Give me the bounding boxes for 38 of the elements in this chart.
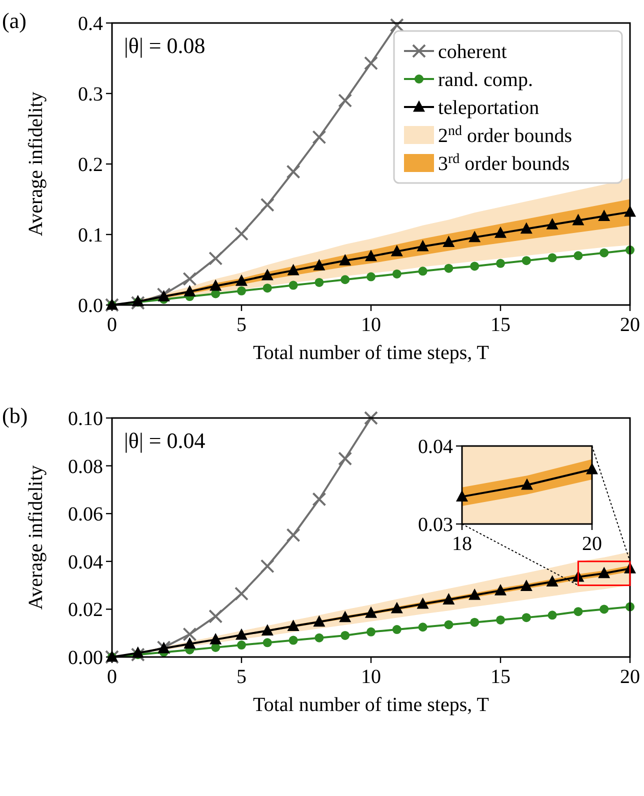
y-tick-label: 0.06: [68, 504, 103, 526]
y-tick-label: 0.04: [418, 436, 453, 458]
x-axis-title: Total number of time steps, T: [253, 694, 489, 716]
x-tick-label: 15: [490, 666, 510, 688]
annotation: |θ| = 0.08: [124, 33, 206, 58]
x-tick-label: 10: [361, 666, 381, 688]
y-axis-title: Average infidelity: [25, 92, 47, 236]
annotation: |θ| = 0.04: [124, 428, 206, 453]
x-tick-label: 20: [582, 533, 602, 555]
legend-label: 3$^{rd}$ order bounds: [438, 152, 570, 175]
y-tick-label: 0.2: [78, 154, 103, 176]
legend-label: teleportation: [438, 97, 540, 119]
y-tick-label: 0.10: [68, 408, 103, 430]
text: (b): [2, 403, 28, 428]
legend-label: coherent: [438, 41, 508, 63]
text: (a): [2, 8, 26, 33]
legend-label: 2$^{nd}$ order bounds: [438, 124, 572, 147]
x-tick-label: 0: [107, 666, 117, 688]
x-axis-title: Total number of time steps, T: [253, 342, 489, 364]
y-tick-label: 0.3: [78, 84, 103, 106]
y-tick-label: 0.4: [78, 13, 103, 35]
x-tick-label: 15: [490, 314, 510, 336]
y-tick-label: 0.1: [78, 224, 103, 246]
y-tick-label: 0.00: [68, 647, 103, 669]
legend-label: rand. comp.: [438, 69, 533, 91]
x-tick-label: 5: [236, 314, 246, 336]
y-tick-label: 0.0: [78, 295, 103, 317]
x-tick-label: 5: [236, 666, 246, 688]
y-axis-title: Average infidelity: [25, 465, 47, 610]
y-tick-label: 0.08: [68, 456, 103, 478]
x-tick-label: 20: [620, 666, 640, 688]
x-tick-label: 20: [620, 314, 640, 336]
x-tick-label: 10: [361, 314, 381, 336]
x-tick-label: 0: [107, 314, 117, 336]
y-tick-label: 0.03: [418, 514, 453, 536]
y-tick-label: 0.02: [68, 599, 103, 622]
x-tick-label: 18: [452, 533, 472, 555]
y-tick-label: 0.04: [68, 551, 103, 574]
